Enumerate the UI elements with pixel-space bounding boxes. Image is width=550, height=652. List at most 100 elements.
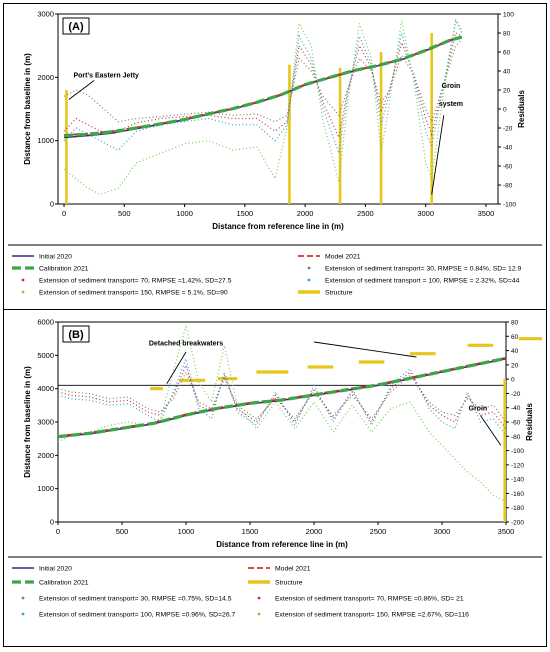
annotation-label: Port's Eastern Jetty bbox=[73, 72, 139, 79]
panel-label: (A) bbox=[62, 17, 90, 35]
y2-tick-label: -160 bbox=[511, 491, 524, 498]
y-tick-label: 2000 bbox=[37, 73, 54, 82]
x-tick-label: 500 bbox=[116, 527, 129, 536]
y-tick-label: 3000 bbox=[37, 418, 54, 427]
legend-label: Initial 2020 bbox=[39, 254, 72, 261]
annotation-label: Groin bbox=[469, 405, 488, 412]
y-tick-label: 1000 bbox=[37, 136, 54, 145]
y2-tick-label: 60 bbox=[511, 334, 519, 341]
y-tick-label: 2000 bbox=[37, 451, 54, 460]
panel-label-box bbox=[62, 325, 90, 343]
series-line bbox=[57, 356, 507, 439]
series-line bbox=[57, 363, 507, 430]
series-line bbox=[57, 370, 507, 423]
y2-tick-label: -60 bbox=[511, 420, 521, 427]
x-tick-label: 2000 bbox=[297, 209, 314, 218]
x-tick-label: 1500 bbox=[242, 527, 259, 536]
annotation-label: Detached breakwaters bbox=[149, 340, 223, 347]
y2-tick-label: 40 bbox=[511, 348, 519, 355]
legend-swatch bbox=[21, 278, 25, 282]
legend-label: Extension of sediment transport= 30, RMP… bbox=[325, 266, 521, 273]
annotation-arrow bbox=[313, 341, 417, 358]
x-tick-label: 1000 bbox=[176, 209, 193, 218]
y2-axis-label: Residuals bbox=[517, 90, 526, 128]
series-line bbox=[63, 18, 463, 196]
series-line bbox=[63, 38, 463, 124]
panel-label-text: (B) bbox=[68, 329, 84, 341]
legend-entry: Extension of sediment transport= 70, RMP… bbox=[21, 278, 232, 285]
y2-tick-label: -100 bbox=[503, 202, 516, 209]
y2-tick-label: 80 bbox=[511, 320, 519, 327]
legend-entry: Extension of sediment transport= 150, RM… bbox=[257, 612, 469, 619]
x-tick-label: 2000 bbox=[306, 527, 323, 536]
x-tick-label: 0 bbox=[62, 209, 66, 218]
y2-tick-label: -40 bbox=[511, 405, 521, 412]
legend-swatch bbox=[307, 266, 311, 270]
y2-tick-label: 20 bbox=[511, 362, 519, 369]
y2-tick-label: -180 bbox=[511, 505, 524, 512]
panel-a: 0 500 1000 1500 2000 2500 3000 3500 0 1000 2000 300… bbox=[8, 8, 542, 308]
x-tick-label: 0 bbox=[56, 527, 60, 536]
legend-label: Extension of sediment transport= 30, RMP… bbox=[39, 596, 232, 603]
y2-tick-label: 40 bbox=[503, 69, 511, 76]
y-tick-label: 4000 bbox=[37, 384, 54, 393]
y2-tick-label: -200 bbox=[511, 520, 524, 527]
x-tick-label: 3500 bbox=[478, 209, 495, 218]
panel-label: (B) bbox=[62, 325, 90, 343]
legend-entry: Initial 2020 bbox=[12, 254, 72, 261]
legend-label: Structure bbox=[325, 290, 353, 297]
y-tick-label: 1000 bbox=[37, 484, 54, 493]
annotation-arrow bbox=[431, 115, 445, 195]
y2-tick-label: -20 bbox=[511, 391, 521, 398]
legend-label: Model 2021 bbox=[325, 254, 361, 261]
legend-entry: Extension of sediment transport= 70, RMP… bbox=[257, 596, 464, 603]
y2-tick-label: 0 bbox=[503, 107, 507, 114]
legend-label: Calibration 2021 bbox=[39, 580, 89, 587]
y2-tick-label: -140 bbox=[511, 477, 524, 484]
y2-tick-label: -60 bbox=[503, 164, 513, 171]
y2-tick-label: -40 bbox=[503, 145, 513, 152]
x-tick-label: 2500 bbox=[370, 527, 387, 536]
panel-label-text: (A) bbox=[68, 21, 84, 33]
y2-tick-label: 0 bbox=[511, 377, 515, 384]
legend-label: Structure bbox=[275, 580, 303, 587]
legend-entry: Calibration 2021 bbox=[12, 580, 89, 587]
chart-a: 0 500 1000 1500 2000 2500 3000 3500010002000300… bbox=[8, 10, 542, 297]
y2-tick-label: 100 bbox=[503, 12, 514, 19]
y2-tick-label: -100 bbox=[511, 448, 524, 455]
legend-swatch bbox=[21, 612, 25, 616]
legend-entry: Model 2021 bbox=[248, 566, 311, 573]
y2-axis-label: Residuals bbox=[525, 403, 534, 441]
legend-label: Extension of sediment transport= 150, RM… bbox=[275, 612, 469, 619]
legend-label: Extension of sediment transport= 100, RM… bbox=[39, 612, 235, 619]
x-tick-label: 2500 bbox=[357, 209, 374, 218]
panel-label-box bbox=[62, 17, 90, 35]
plot-area bbox=[57, 13, 499, 205]
x-tick-label: 1000 bbox=[178, 527, 195, 536]
legend-label: Extension of sediment transport= 150, RM… bbox=[39, 290, 228, 297]
legend-label: Extension of sediment transport= 70, RMP… bbox=[275, 596, 464, 603]
y2-tick-label: 20 bbox=[503, 88, 511, 95]
y-tick-label: 5000 bbox=[37, 351, 54, 360]
x-tick-label: 3500 bbox=[498, 527, 515, 536]
x-axis-label: Distance from reference line in (m) bbox=[216, 540, 348, 549]
y2-tick-label: -120 bbox=[511, 462, 524, 469]
legend-entry: Extension of sediment transport= 150, RM… bbox=[21, 290, 228, 297]
legend-entry: Structure bbox=[248, 580, 303, 587]
legend-entry: Extension of sediment transport = 100, R… bbox=[307, 278, 520, 285]
annotation-label: Groin bbox=[442, 83, 461, 90]
x-axis-label: Distance from reference line in (m) bbox=[212, 222, 344, 231]
y2-tick-label: -20 bbox=[503, 126, 513, 133]
y2-tick-label: 80 bbox=[503, 31, 511, 38]
panel-divider bbox=[3, 309, 547, 310]
legend-entry: Calibration 2021 bbox=[12, 266, 89, 273]
chart-b: 0 500 1000 1500 2000 2500 3000 3500 0 1000 2000 300… bbox=[8, 318, 545, 619]
y-tick-label: 0 bbox=[50, 200, 54, 209]
annotation-arrow bbox=[166, 351, 187, 384]
x-tick-label: 1500 bbox=[237, 209, 254, 218]
y-tick-label: 3000 bbox=[37, 10, 54, 19]
legend-entry: Initial 2020 bbox=[12, 566, 72, 573]
legend-entry: Extension of sediment transport= 100, RM… bbox=[21, 612, 235, 619]
annotation-arrow bbox=[480, 415, 502, 446]
legend-entry: Extension of sediment transport= 30, RMP… bbox=[307, 266, 521, 273]
